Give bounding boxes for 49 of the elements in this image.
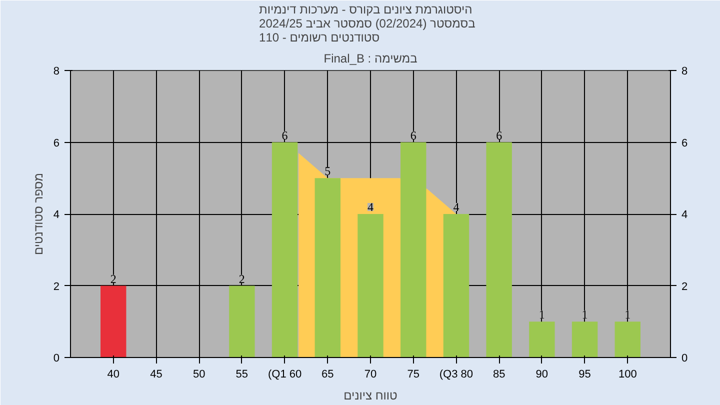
- x-tick-label: (Q3 80: [439, 368, 474, 380]
- y2-tick-label: 2: [682, 280, 688, 293]
- bar: [443, 214, 470, 358]
- y2-tick-label: 6: [682, 137, 688, 150]
- chart-title: היסטוגרמת ציונים בקורס - מערכות דינמיות בסמסטר (02/2024) סמסטר אביב 2024/25 סטודנטים רשומים - 110: [259, 2, 476, 44]
- x-tick-label: 70: [364, 368, 377, 380]
- x-tick-label: 65: [322, 368, 334, 380]
- bar: [314, 178, 340, 358]
- data-label: 1: [582, 308, 588, 322]
- text: Final_B : במשימה: [324, 52, 418, 66]
- x-tick-label: 55: [236, 368, 248, 380]
- y-tick-label: 4: [53, 209, 60, 221]
- x-tick-label: 95: [578, 368, 591, 380]
- y-axis-title: מספר סטודנטים: [31, 172, 46, 256]
- y2-tick-label: 4: [682, 209, 688, 221]
- data-label: 2: [110, 272, 116, 286]
- data-label: 1: [624, 308, 631, 322]
- x-tick-label: 90: [536, 368, 548, 380]
- bar: [400, 142, 426, 358]
- bar: [572, 322, 598, 358]
- data-label: 4: [368, 200, 374, 214]
- x-tick-label: 85: [492, 368, 506, 380]
- data-label: 6: [410, 128, 416, 142]
- y-tick-label: 2: [53, 280, 60, 293]
- bar: [529, 322, 555, 358]
- x-tick-label: 40: [107, 368, 120, 380]
- bar: [614, 322, 640, 358]
- bar: [100, 286, 126, 358]
- y2-tick-label: 0: [682, 352, 688, 364]
- y-tick-label: 0: [53, 352, 60, 364]
- bar: [358, 214, 384, 358]
- y-tick-label: 6: [53, 137, 60, 150]
- bar: [486, 142, 512, 358]
- data-label: 6: [282, 128, 288, 142]
- x-tick-label: (Q1 60: [268, 368, 302, 380]
- x-tick-label: 45: [150, 368, 162, 380]
- x-tick-label: 100: [618, 368, 637, 380]
- y2-tick-label: 8: [682, 66, 688, 78]
- data-label: 4: [453, 200, 460, 214]
- data-label: 6: [496, 128, 502, 142]
- data-label: 5: [324, 164, 331, 178]
- bar: [229, 286, 255, 358]
- x-axis-title: טווח ציונים: [344, 388, 398, 402]
- bar: [272, 142, 298, 358]
- x-tick-label: 50: [192, 368, 206, 380]
- y-tick-label: 8: [53, 66, 60, 78]
- data-label: 1: [538, 308, 545, 322]
- x-tick-label: 75: [407, 368, 420, 380]
- data-label: 2: [238, 272, 245, 286]
